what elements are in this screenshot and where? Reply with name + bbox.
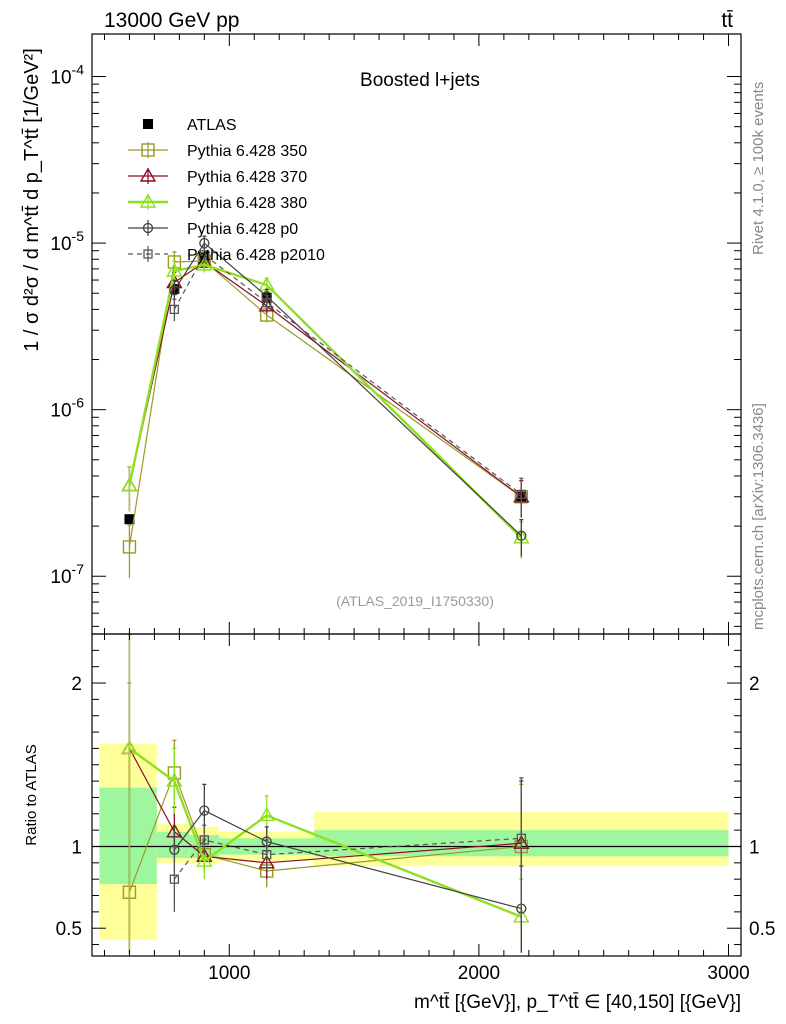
ratio-y-tick-label-left-0: 0.5 bbox=[56, 919, 82, 940]
ratio-panel-frame bbox=[91, 633, 742, 957]
main-point-3-1 bbox=[166, 262, 183, 277]
main-series-line-5 bbox=[173, 253, 522, 495]
ratio-series-4 bbox=[169, 777, 526, 921]
main-series-line-1 bbox=[128, 260, 522, 547]
main-point-4-0 bbox=[169, 285, 180, 296]
legend-label-4: Pythia 6.428 p0 bbox=[187, 221, 298, 238]
ratio-uncertainty-bands bbox=[92, 743, 741, 940]
ratio-y-tick-label-left-1: 1 bbox=[71, 837, 82, 858]
ratio-point-4-0 bbox=[169, 874, 180, 884]
legend-marker-2 bbox=[139, 167, 157, 182]
ratio-y-tick-label-left-2: 2 bbox=[71, 674, 82, 695]
main-point-0-0 bbox=[124, 514, 135, 525]
ratio-series-2 bbox=[121, 633, 530, 953]
legend-label-0: ATLAS bbox=[187, 117, 237, 134]
main-y-axis-label: 1 / σ d²σ / d m^tt̄ d p_T^tt̄ [1/GeV²] bbox=[21, 48, 43, 352]
main-series-2 bbox=[121, 253, 530, 518]
main-series-3 bbox=[121, 256, 530, 559]
legend-label-1: Pythia 6.428 350 bbox=[187, 143, 307, 160]
main-y-tick-label-0: 10-7 bbox=[50, 561, 84, 588]
legend-label-5: Pythia 6.428 p2010 bbox=[187, 247, 325, 264]
ratio-point-4-2 bbox=[262, 850, 272, 860]
ratio-y-tick-label-right-1: 1 bbox=[749, 837, 760, 858]
x-tick-label-3000: 3000 bbox=[707, 963, 749, 984]
main-series-line-2 bbox=[128, 261, 522, 498]
mcplots-label: mcplots.cern.ch [arXiv:1306.3436] bbox=[750, 403, 767, 630]
ratio-point-2-1 bbox=[166, 772, 183, 787]
legend-marker-5 bbox=[143, 249, 153, 259]
ratio-point-2-0 bbox=[121, 740, 138, 755]
legend-label-2: Pythia 6.428 370 bbox=[187, 169, 307, 186]
ratio-series-line-3 bbox=[173, 809, 522, 910]
ratio-y-tick-label-right-0: 0.5 bbox=[749, 919, 775, 940]
main-point-5-2 bbox=[262, 297, 272, 308]
main-series-line-4 bbox=[173, 242, 522, 537]
ratio-series-1 bbox=[121, 633, 530, 953]
legend-marker-1 bbox=[141, 143, 155, 157]
main-series-line-3 bbox=[128, 263, 523, 539]
ratio-series-line-4 bbox=[173, 837, 522, 880]
main-point-5-3 bbox=[516, 489, 526, 500]
main-series-4 bbox=[169, 235, 527, 557]
legend-label-3: Pythia 6.428 380 bbox=[187, 195, 307, 212]
main-point-1-0 bbox=[122, 540, 137, 554]
ratio-series-3 bbox=[169, 783, 527, 953]
ratio-point-4-3 bbox=[516, 833, 526, 843]
ratio-band-inner-0 bbox=[99, 787, 157, 885]
x-axis-label: m^tt̄ [{GeV}], p_T^tt̄ ∈ [40,150] [{GeV}… bbox=[414, 992, 741, 1013]
main-series-5 bbox=[169, 247, 526, 516]
main-point-3-2 bbox=[196, 256, 213, 271]
legend-marker-0 bbox=[143, 119, 153, 129]
process-title: tt̄ bbox=[721, 9, 733, 32]
analysis-watermark: (ATLAS_2019_I1750330) bbox=[336, 593, 494, 609]
main-point-5-1 bbox=[199, 250, 209, 260]
legend-marker-4 bbox=[142, 222, 154, 234]
main-panel-series bbox=[121, 235, 530, 579]
main-point-4-3 bbox=[516, 530, 527, 541]
ratio-point-3-1 bbox=[199, 805, 210, 816]
ratio-y-tick-label-right-2: 2 bbox=[749, 674, 760, 695]
main-y-tick-label-2: 10-5 bbox=[50, 228, 84, 255]
ratio-y-axis-label: Ratio to ATLAS bbox=[23, 744, 40, 845]
axes: 1000 2000 3000 10-7 10-6 10-5 10-4 0.5 0.5 1 1 2 2 bbox=[50, 34, 775, 984]
x-tick-label-2000: 2000 bbox=[458, 963, 500, 984]
plot-subtitle: Boosted l+jets bbox=[360, 70, 480, 91]
x-tick-label-1000: 1000 bbox=[208, 963, 250, 984]
legend-marker-3 bbox=[139, 193, 157, 208]
main-y-tick-label-3: 10-4 bbox=[50, 62, 84, 89]
main-point-3-0 bbox=[121, 477, 138, 492]
collision-title: 13000 GeV pp bbox=[104, 9, 239, 32]
rivet-version-label: Rivet 4.1.0, ≥ 100k events bbox=[750, 82, 767, 255]
ratio-point-2-2 bbox=[196, 852, 213, 867]
main-y-tick-label-1: 10-6 bbox=[50, 395, 84, 422]
ratio-point-2-3 bbox=[258, 807, 275, 822]
legend: ATLAS Pythia 6.428 350 Pythia 6.428 370 Pyt… bbox=[128, 117, 325, 264]
ratio-panel-series bbox=[121, 633, 530, 953]
main-point-5-0 bbox=[169, 304, 180, 315]
main-series-1 bbox=[122, 251, 529, 579]
ratio-point-4-1 bbox=[199, 835, 209, 845]
